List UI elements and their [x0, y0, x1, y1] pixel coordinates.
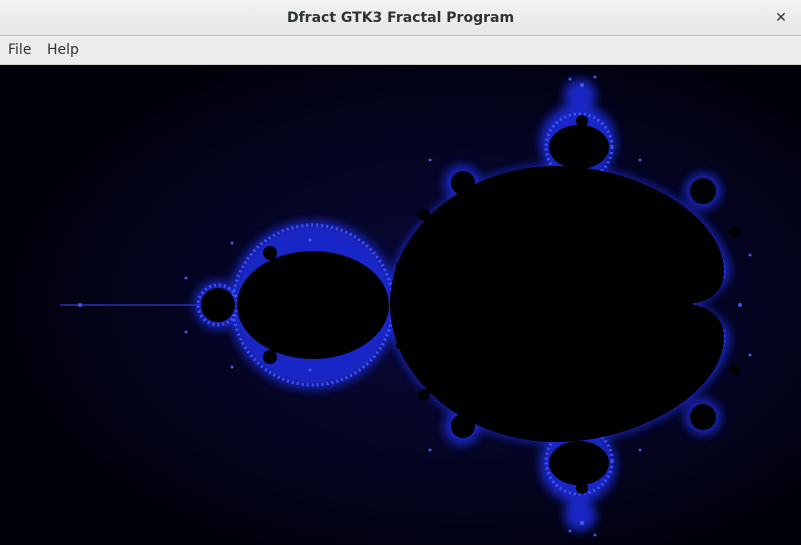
window-title: Dfract GTK3 Fractal Program	[286, 10, 515, 26]
bottom-bulb	[549, 441, 609, 485]
top-bulb	[549, 125, 609, 169]
menu-bar: File Help	[0, 36, 801, 65]
period-2-bulb	[237, 251, 389, 359]
boundary-tendrils	[78, 75, 752, 537]
period-4-bulb	[201, 288, 235, 322]
close-icon[interactable]: ✕	[775, 10, 787, 26]
mandelbrot-image	[0, 65, 801, 545]
minor-bulbs	[263, 115, 740, 494]
menu-help[interactable]: Help	[47, 42, 79, 58]
main-cardioid	[390, 166, 724, 442]
title-bar[interactable]: Dfract GTK3 Fractal Program ✕	[0, 0, 801, 36]
menu-file[interactable]: File	[8, 42, 32, 58]
fractal-canvas[interactable]	[0, 65, 801, 545]
